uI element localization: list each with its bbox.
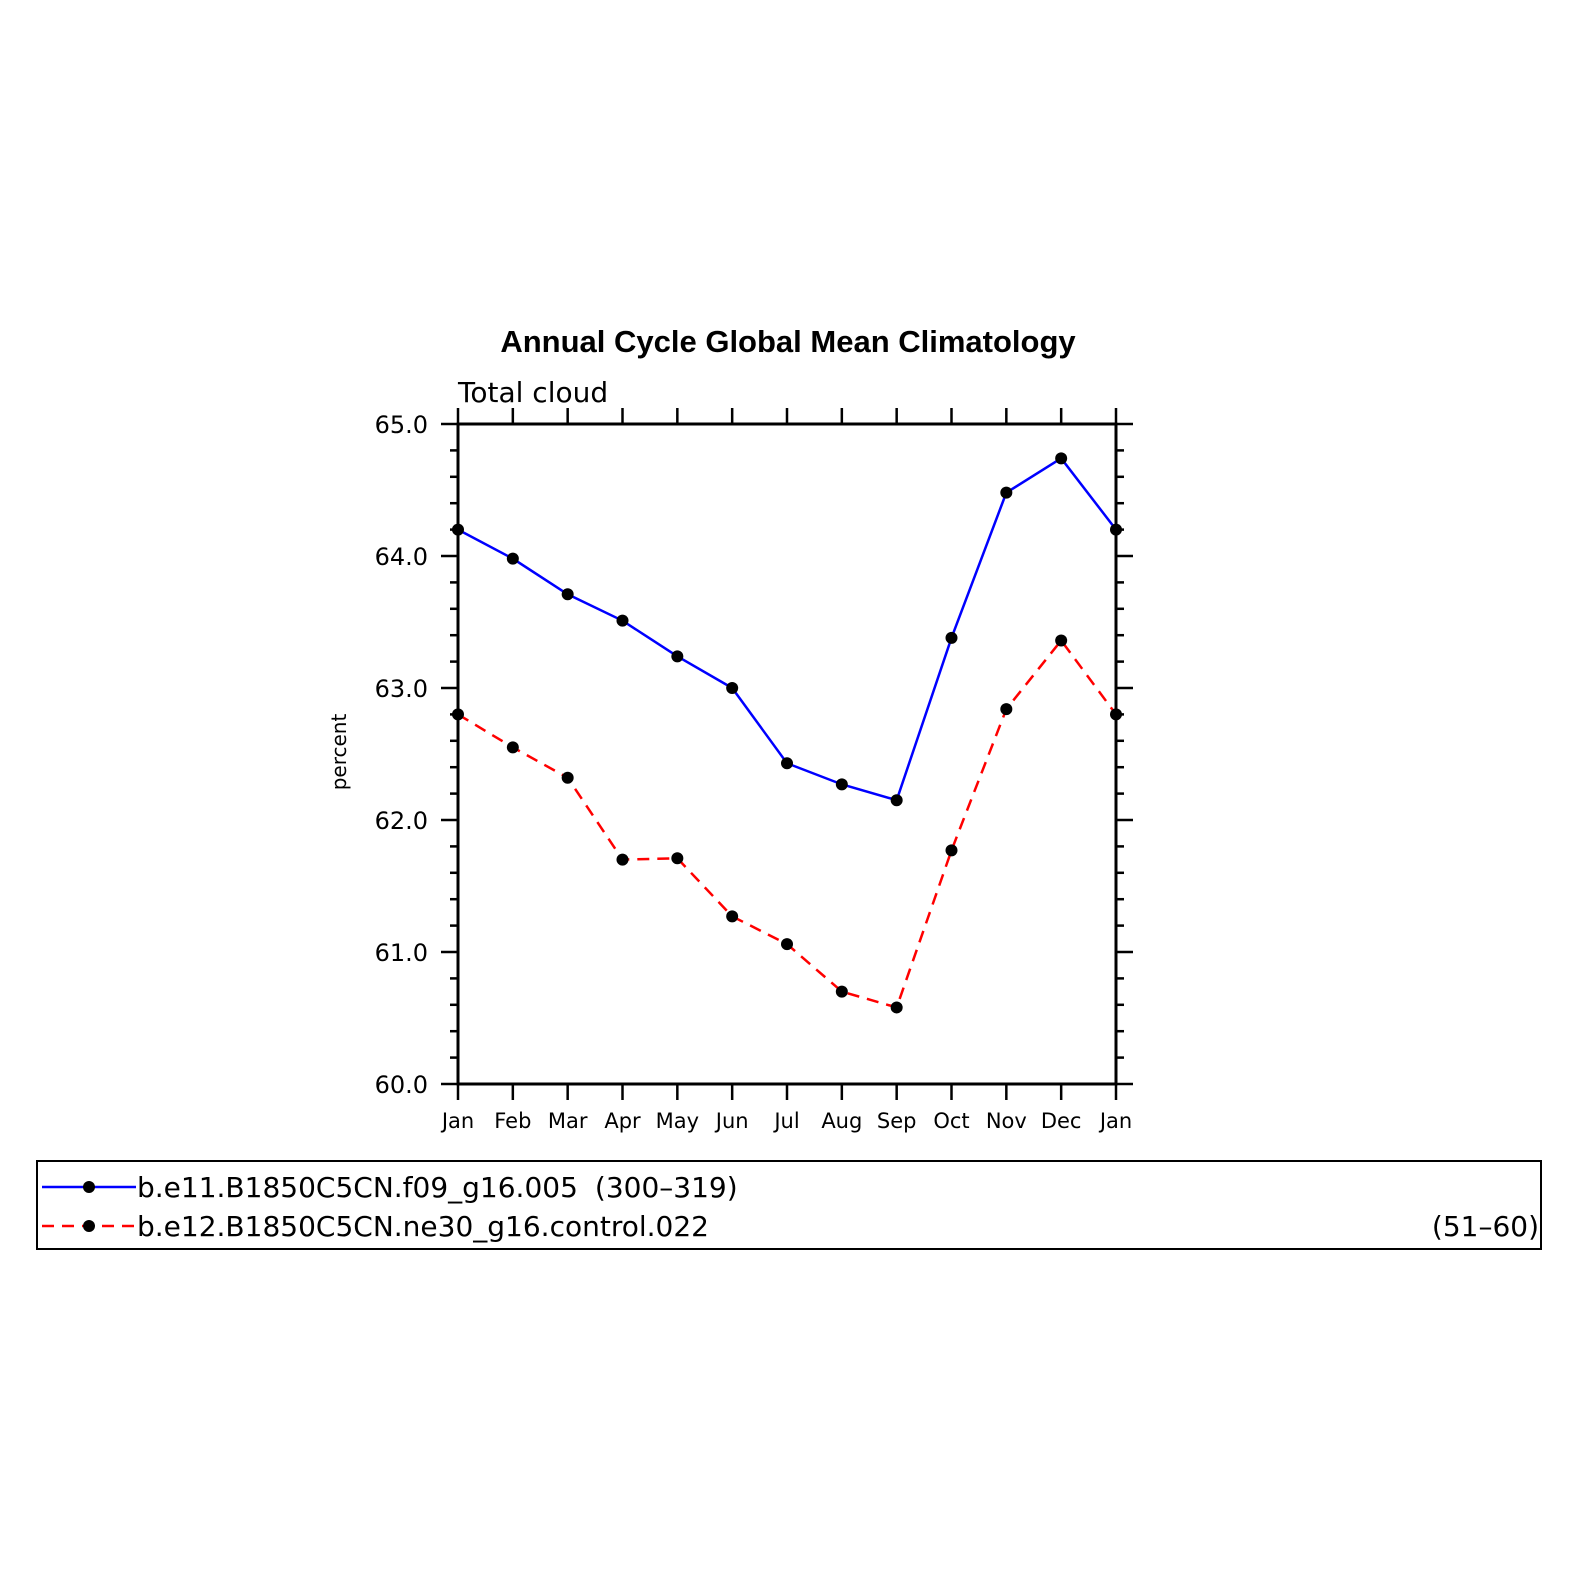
y-tick-label: 60.0 <box>375 1071 428 1099</box>
axis-ticks <box>441 408 1133 1100</box>
x-tick-label: Mar <box>548 1109 588 1133</box>
y-tick-label: 63.0 <box>375 675 428 703</box>
series-1-marker <box>781 757 793 770</box>
series-2-marker <box>561 771 574 784</box>
x-tick-label: Jan <box>1098 1109 1132 1133</box>
x-tick-label: Oct <box>933 1109 969 1133</box>
x-tick-label: Sep <box>877 1109 917 1133</box>
x-tick-label: Jun <box>714 1109 749 1133</box>
series-1-marker <box>1000 486 1013 499</box>
x-tick-label: Apr <box>604 1109 641 1133</box>
y-axis-label: percent <box>327 714 351 791</box>
chart-subtitle: Total cloud <box>457 376 608 409</box>
series-2-marker <box>781 938 793 951</box>
series-1-marker <box>561 588 574 601</box>
series-2-marker <box>1000 703 1013 716</box>
legend-marker-1 <box>83 1181 95 1193</box>
series-1-marker <box>671 650 684 663</box>
y-tick-label: 62.0 <box>375 807 428 835</box>
x-tick-label: Jul <box>772 1109 799 1133</box>
series-2-marker <box>671 852 684 865</box>
series-2-marker <box>506 741 519 754</box>
y-tick-labels: 60.0 61.0 62.0 63.0 64.0 65.0 <box>375 411 428 1099</box>
series-1-marker <box>506 552 519 565</box>
x-tick-label: Nov <box>986 1109 1027 1133</box>
legend-label-1: b.e11.B1850C5CN.f09_g16.005 <box>137 1171 578 1204</box>
series-2-marker <box>890 1001 903 1014</box>
series-1-marker <box>890 794 903 807</box>
x-tick-labels: Jan Feb Mar Apr May Jun Jul Aug Sep Oct Nov Dec Jan <box>440 1109 1132 1133</box>
legend-entries: b.e11.B1850C5CN.f09_g16.005 (300–319) b.e1… <box>42 1171 1539 1243</box>
series-1-marker <box>1110 523 1122 536</box>
series-2-marker <box>616 853 629 866</box>
legend-years-1: (300–319) <box>595 1171 738 1204</box>
series-1-marker <box>616 614 629 627</box>
legend-label-2: b.e12.B1850C5CN.ne30_g16.control.022 <box>137 1210 709 1243</box>
series-1-marker <box>835 778 848 791</box>
series-1-marker <box>726 682 739 694</box>
y-tick-label: 65.0 <box>375 411 428 439</box>
series-2-marker <box>726 910 739 923</box>
series-2-marker <box>1110 708 1122 721</box>
series-2-marker <box>1055 634 1068 647</box>
series-1-marker <box>1055 452 1068 465</box>
series-2-marker <box>835 985 848 998</box>
y-tick-label: 64.0 <box>375 543 428 571</box>
x-tick-label: Jan <box>440 1109 474 1133</box>
x-tick-label: May <box>656 1109 699 1133</box>
plot-frame <box>456 422 1118 1086</box>
legend: b.e11.B1850C5CN.f09_g16.005 (300–319) b.e1… <box>36 1160 1542 1250</box>
series-layer <box>452 452 1122 1014</box>
series-line-2 <box>457 638 1118 1009</box>
x-tick-label: Dec <box>1041 1109 1082 1133</box>
chart-title: Annual Cycle Global Mean Climatology <box>500 324 1076 359</box>
series-1-marker <box>452 523 464 536</box>
x-tick-label: Feb <box>494 1109 531 1133</box>
series-2-marker <box>452 708 464 721</box>
legend-marker-2 <box>83 1220 95 1232</box>
x-tick-label: Aug <box>821 1109 862 1133</box>
series-1-marker <box>945 631 958 644</box>
series-line-1 <box>457 456 1117 802</box>
series-2-marker <box>945 844 958 857</box>
legend-box <box>36 1160 1542 1250</box>
y-tick-label: 61.0 <box>375 939 428 967</box>
legend-years-2: (51–60) <box>1432 1210 1539 1243</box>
